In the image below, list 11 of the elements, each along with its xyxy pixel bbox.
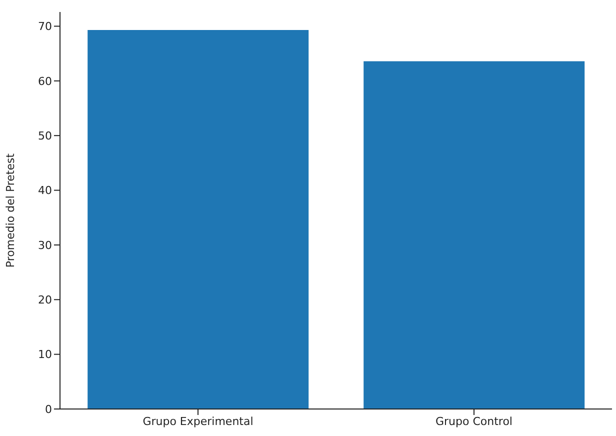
y-tick-label: 0 [45, 402, 52, 416]
x-tick-label: Grupo Control [436, 414, 512, 428]
y-tick-label: 50 [38, 129, 52, 142]
x-tick-label: Grupo Experimental [142, 414, 254, 428]
y-tick-label: 60 [38, 74, 52, 88]
y-tick-label: 40 [38, 184, 52, 198]
y-tick-label: 70 [38, 20, 52, 34]
y-tick-label: 30 [38, 238, 52, 252]
y-tick-label: 20 [38, 294, 52, 307]
y-tick-label: 10 [38, 348, 52, 362]
y-axis-title: Promedio del Pretest [4, 152, 17, 268]
